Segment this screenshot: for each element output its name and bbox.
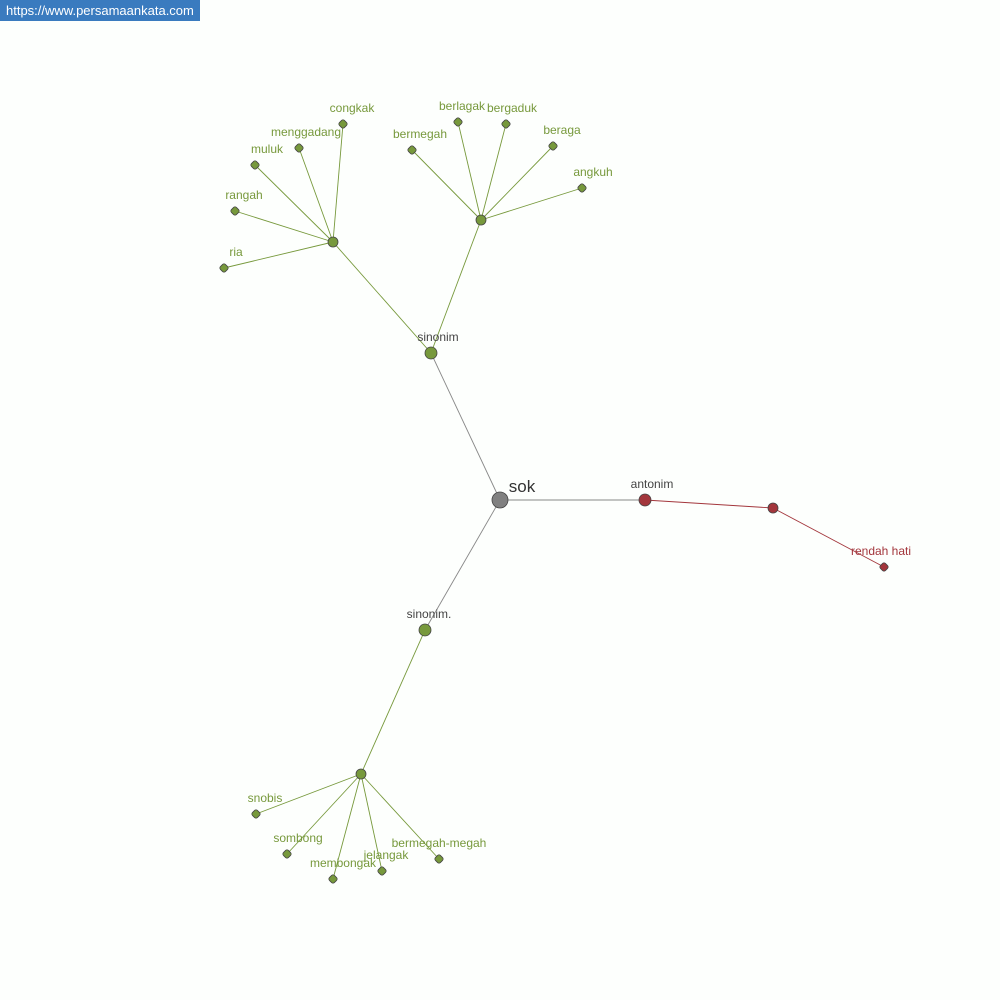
edge-hubB-berlagak bbox=[457, 121, 482, 221]
edge-sinonim-hubB bbox=[430, 219, 482, 354]
node-label-angkuh[interactable]: angkuh bbox=[573, 165, 612, 179]
node-ria[interactable] bbox=[219, 263, 229, 273]
edge-hubA-congkak bbox=[332, 123, 344, 243]
node-label-bermegah[interactable]: bermegah bbox=[393, 127, 447, 141]
edge-sok-sinonim2 bbox=[424, 499, 501, 631]
node-jelangak[interactable] bbox=[377, 866, 387, 876]
edge-hubC-bermegah-megah bbox=[360, 773, 440, 860]
edge-hubA-ria bbox=[223, 241, 334, 269]
node-label-rendah-hati[interactable]: rendah hati bbox=[851, 544, 911, 558]
node-hubR[interactable] bbox=[767, 502, 779, 514]
node-sombong[interactable] bbox=[282, 849, 292, 859]
node-label-sinonim[interactable]: sinonim bbox=[417, 330, 458, 344]
edge-sinonim-hubA bbox=[332, 241, 432, 354]
node-bergaduk[interactable] bbox=[501, 119, 511, 129]
node-label-bergaduk[interactable]: bergaduk bbox=[487, 101, 538, 115]
edge-hubA-rangah bbox=[234, 210, 334, 243]
node-bermegah-megah[interactable] bbox=[434, 854, 444, 864]
node-label-rangah[interactable]: rangah bbox=[225, 188, 262, 202]
node-label-muluk[interactable]: muluk bbox=[251, 142, 284, 156]
node-label-menggadang[interactable]: menggadang bbox=[271, 125, 341, 139]
node-label-membongak[interactable]: membongak bbox=[310, 856, 377, 870]
edge-hubA-muluk bbox=[254, 164, 334, 243]
node-label-ria[interactable]: ria bbox=[229, 245, 243, 259]
node-sinonim2[interactable] bbox=[418, 623, 432, 637]
node-label-beraga[interactable]: beraga bbox=[543, 123, 581, 137]
edge-hubC-membongak bbox=[332, 773, 362, 880]
node-label-sinonim2[interactable]: sinonim. bbox=[407, 607, 452, 621]
edge-hubB-angkuh bbox=[480, 187, 583, 221]
node-hubC[interactable] bbox=[355, 768, 367, 780]
edge-hubC-sombong bbox=[286, 773, 362, 855]
node-berlagak[interactable] bbox=[453, 117, 463, 127]
node-label-congkak[interactable]: congkak bbox=[330, 101, 376, 115]
node-label-snobis[interactable]: snobis bbox=[248, 791, 283, 805]
node-label-jelangak[interactable]: jelangak bbox=[363, 848, 410, 862]
edge-antonim-hubR bbox=[644, 499, 774, 509]
edge-hubB-bermegah bbox=[411, 149, 482, 221]
node-angkuh[interactable] bbox=[577, 183, 587, 193]
node-congkak[interactable] bbox=[338, 119, 348, 129]
edge-sok-sinonim bbox=[430, 352, 501, 501]
node-bermegah[interactable] bbox=[407, 145, 417, 155]
site-url-badge[interactable]: https://www.persamaankata.com bbox=[0, 0, 200, 21]
node-label-sombong[interactable]: sombong bbox=[273, 831, 322, 845]
edge-hubC-jelangak bbox=[360, 773, 383, 872]
node-snobis[interactable] bbox=[251, 809, 261, 819]
node-beraga[interactable] bbox=[548, 141, 558, 151]
edge-sinonim2-hubC bbox=[360, 629, 426, 775]
node-label-bermegah-megah[interactable]: bermegah-megah bbox=[392, 836, 487, 850]
edge-hubB-bergaduk bbox=[480, 123, 507, 221]
node-hubB[interactable] bbox=[475, 214, 487, 226]
node-antonim[interactable] bbox=[638, 493, 652, 507]
edge-hubR-rendah-hati bbox=[772, 507, 885, 568]
node-label-berlagak[interactable]: berlagak bbox=[439, 99, 486, 113]
node-hubA[interactable] bbox=[327, 236, 339, 248]
edge-hubB-beraga bbox=[480, 145, 554, 221]
node-menggadang[interactable] bbox=[294, 143, 304, 153]
node-sok[interactable] bbox=[491, 491, 509, 509]
root-label: sok bbox=[509, 477, 536, 496]
node-rendah-hati[interactable] bbox=[879, 562, 889, 572]
node-muluk[interactable] bbox=[250, 160, 260, 170]
node-rangah[interactable] bbox=[230, 206, 240, 216]
edge-hubA-menggadang bbox=[298, 147, 334, 243]
edge-hubC-snobis bbox=[255, 773, 362, 815]
node-label-antonim[interactable]: antonim bbox=[631, 477, 674, 491]
node-sinonim[interactable] bbox=[424, 346, 438, 360]
node-membongak[interactable] bbox=[328, 874, 338, 884]
